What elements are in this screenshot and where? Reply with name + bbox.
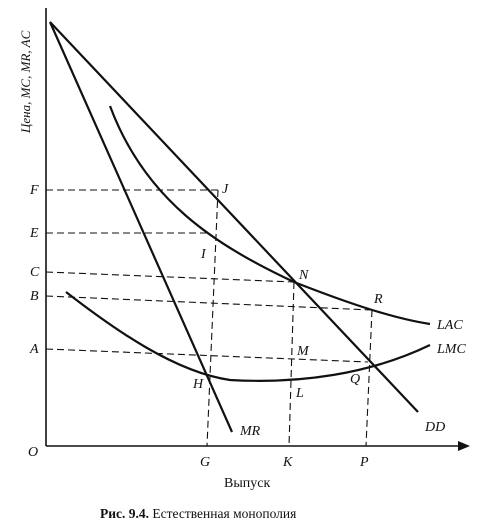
demand-curve-DD (49, 21, 419, 413)
x-axis-arrowhead (458, 441, 470, 451)
label-A: A (29, 342, 39, 357)
x-axis-title: Выпуск (224, 476, 270, 491)
label-LMC: LMC (436, 342, 466, 357)
point-Q: Q (350, 372, 360, 387)
point-J: J (222, 182, 229, 197)
figure-caption: Рис. 9.4. Естественная монополия (100, 506, 296, 522)
guide-R-P (365, 309, 373, 447)
guide-B-R (45, 295, 373, 311)
marginal-cost-curve-LMC (65, 291, 431, 382)
label-P: P (359, 455, 369, 470)
label-G: G (200, 455, 210, 470)
point-M: M (296, 344, 310, 359)
label-origin-O: O (28, 445, 38, 460)
guide-J-G (206, 189, 219, 447)
point-L: L (295, 386, 304, 401)
figure-number: Рис. 9.4. (100, 506, 150, 521)
label-LAC: LAC (436, 318, 463, 333)
label-E: E (29, 226, 39, 241)
marginal-revenue-curve-MR (48, 21, 234, 433)
average-cost-curve-LAC (108, 105, 431, 326)
guide-N-K (288, 281, 295, 447)
label-K: K (282, 455, 293, 470)
label-C: C (30, 265, 40, 280)
y-axis-title: Цена, MC, MR, AC (18, 30, 33, 134)
guide-lines (45, 189, 373, 447)
point-H: H (192, 377, 204, 392)
figure-title: Естественная монополия (152, 506, 297, 521)
guide-C-N (45, 271, 295, 283)
guide-A-Q (45, 348, 369, 363)
point-N: N (298, 268, 309, 283)
point-I: I (200, 247, 207, 262)
label-F: F (29, 183, 39, 198)
label-MR: MR (239, 424, 261, 439)
label-B: B (30, 289, 39, 304)
label-DD: DD (424, 420, 445, 435)
point-R: R (373, 292, 383, 307)
